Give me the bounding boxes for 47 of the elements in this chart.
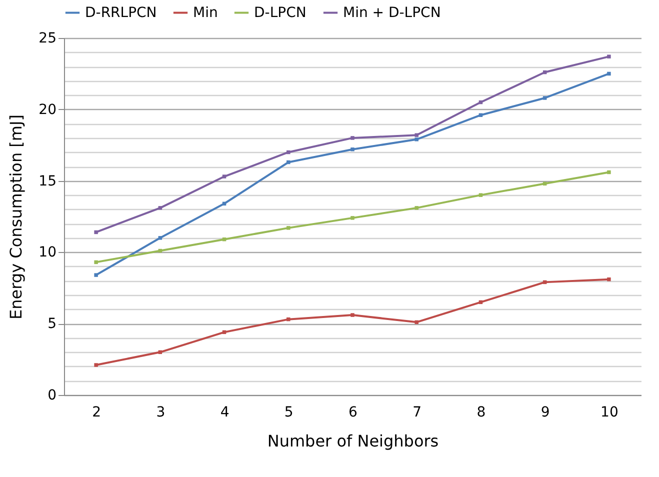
point	[414, 320, 418, 324]
point	[607, 170, 611, 174]
y-tick-label: 0	[48, 388, 56, 404]
point	[350, 148, 354, 152]
point	[350, 216, 354, 220]
y-tick-label: 25	[38, 30, 56, 46]
y-tick-label: 10	[38, 244, 56, 261]
x-tick-label: 2	[92, 404, 102, 420]
point	[94, 273, 98, 277]
point	[94, 260, 98, 264]
point	[414, 138, 418, 142]
point	[158, 236, 162, 240]
point	[286, 150, 290, 154]
point	[286, 160, 290, 164]
x-tick-label: 3	[156, 404, 166, 420]
x-tick-label: 10	[600, 404, 618, 420]
point	[414, 206, 418, 210]
point	[94, 230, 98, 234]
y-tick-label: 20	[38, 102, 56, 118]
point	[607, 277, 611, 282]
point	[350, 136, 354, 140]
legend-label: Min + D-LPCN	[343, 4, 441, 21]
legend-label: Min	[193, 4, 218, 21]
point	[222, 174, 226, 178]
x-tick-label: 7	[412, 404, 422, 420]
x-axis-title: Number of Neighbors	[267, 432, 439, 450]
point	[414, 133, 418, 137]
point	[478, 113, 483, 117]
point	[158, 206, 162, 210]
legend-label: D-LPCN	[254, 4, 306, 21]
x-tick-label: 8	[476, 404, 486, 420]
point	[478, 193, 483, 197]
point	[607, 54, 611, 58]
point	[607, 72, 611, 76]
y-tick-label: 5	[48, 316, 56, 332]
y-axis-title: Energy Consumption [mJ]	[6, 114, 26, 320]
y-tick-label: 15	[38, 173, 56, 190]
x-tick-label: 6	[348, 404, 358, 420]
point	[94, 363, 98, 367]
x-tick-label: 4	[220, 404, 230, 420]
point	[286, 317, 290, 322]
x-tick-label: 5	[284, 404, 294, 420]
point	[350, 313, 354, 317]
point	[542, 96, 547, 100]
legend-label: D-RRLPCN	[85, 4, 157, 21]
point	[286, 226, 290, 230]
x-tick-label: 9	[540, 404, 550, 420]
